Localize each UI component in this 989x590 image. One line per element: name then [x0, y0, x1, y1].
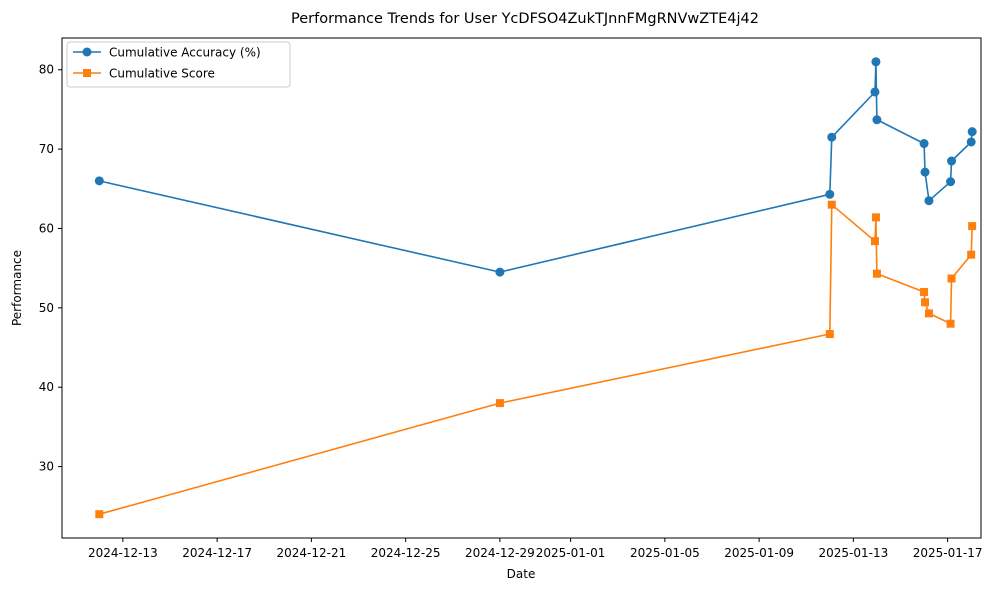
legend-item: Cumulative Score [73, 67, 215, 81]
x-tick-label: 2025-01-05 [630, 546, 700, 560]
data-point [825, 330, 834, 339]
legend-marker [82, 47, 92, 57]
data-point [966, 137, 976, 147]
x-axis-label: Date [507, 567, 536, 581]
data-point [919, 139, 929, 149]
series-1 [94, 57, 977, 277]
y-axis-label: Performance [10, 250, 24, 326]
x-tick-label: 2024-12-25 [371, 546, 441, 560]
x-tick-label: 2025-01-09 [724, 546, 794, 560]
y-tick-label: 30 [39, 460, 54, 474]
legend-item: Cumulative Accuracy (%) [73, 46, 261, 60]
data-point [968, 222, 977, 231]
data-point [870, 237, 879, 246]
data-point [95, 510, 104, 519]
data-point [967, 250, 976, 259]
legend: Cumulative Accuracy (%) Cumulative Score [66, 41, 291, 88]
data-point [921, 298, 930, 307]
data-point [946, 177, 956, 187]
data-point [872, 115, 882, 125]
data-point [825, 189, 835, 199]
x-tick-label: 2024-12-29 [465, 546, 535, 560]
data-point [872, 269, 881, 278]
plot-frame [61, 37, 982, 539]
legend-box [66, 41, 291, 88]
y-tick-label: 50 [39, 301, 54, 315]
data-point [920, 167, 930, 177]
x-axis: 2024-12-13 2024-12-17 2024-12-21 2024-12-25… [88, 538, 982, 560]
data-point [495, 267, 505, 277]
y-tick-label: 80 [39, 63, 54, 77]
data-point [94, 176, 104, 186]
series-2 [95, 200, 977, 519]
y-axis: 30 40 50 60 70 80 [39, 63, 62, 474]
x-tick-label: 2025-01-13 [818, 546, 888, 560]
y-tick-label: 70 [39, 142, 54, 156]
data-point [946, 319, 955, 328]
data-point [871, 57, 881, 67]
data-point [947, 156, 957, 166]
data-point [924, 196, 934, 206]
x-tick-label: 2025-01-17 [913, 546, 983, 560]
legend-label: Cumulative Score [109, 67, 215, 81]
data-point [920, 287, 929, 296]
x-tick-label: 2024-12-17 [182, 546, 252, 560]
x-tick-label: 2024-12-21 [277, 546, 347, 560]
y-tick-label: 60 [39, 221, 54, 235]
y-tick-label: 40 [39, 380, 54, 394]
data-point [870, 87, 880, 97]
data-point [947, 274, 956, 283]
data-point [827, 200, 836, 209]
x-tick-label: 2024-12-13 [88, 546, 158, 560]
legend-marker [83, 69, 91, 77]
data-point [871, 213, 880, 222]
data-point [924, 309, 933, 318]
chart-title: Performance Trends for User YcDFSO4ZukTJ… [291, 11, 759, 27]
legend-label: Cumulative Accuracy (%) [109, 46, 261, 60]
data-point [495, 399, 504, 408]
data-point [967, 127, 977, 137]
x-tick-label: 2025-01-01 [536, 546, 606, 560]
data-point [827, 132, 837, 142]
series-line [99, 203, 973, 515]
